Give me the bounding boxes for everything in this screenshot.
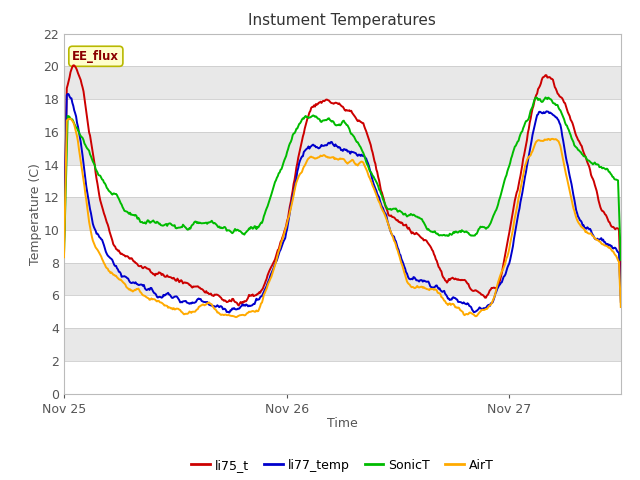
Title: Instument Temperatures: Instument Temperatures — [248, 13, 436, 28]
Bar — [64, 230, 621, 263]
Bar — [64, 197, 621, 230]
Y-axis label: Temperature (C): Temperature (C) — [29, 163, 42, 264]
Bar — [64, 132, 621, 165]
Text: EE_flux: EE_flux — [72, 50, 119, 63]
Bar — [64, 263, 621, 295]
X-axis label: Time: Time — [327, 417, 358, 430]
Legend: li75_t, li77_temp, SonicT, AirT: li75_t, li77_temp, SonicT, AirT — [186, 454, 499, 477]
Bar — [64, 99, 621, 132]
Bar — [64, 34, 621, 66]
Bar — [64, 361, 621, 394]
Bar — [64, 295, 621, 328]
Bar — [64, 66, 621, 99]
Bar — [64, 328, 621, 361]
Bar — [64, 165, 621, 197]
